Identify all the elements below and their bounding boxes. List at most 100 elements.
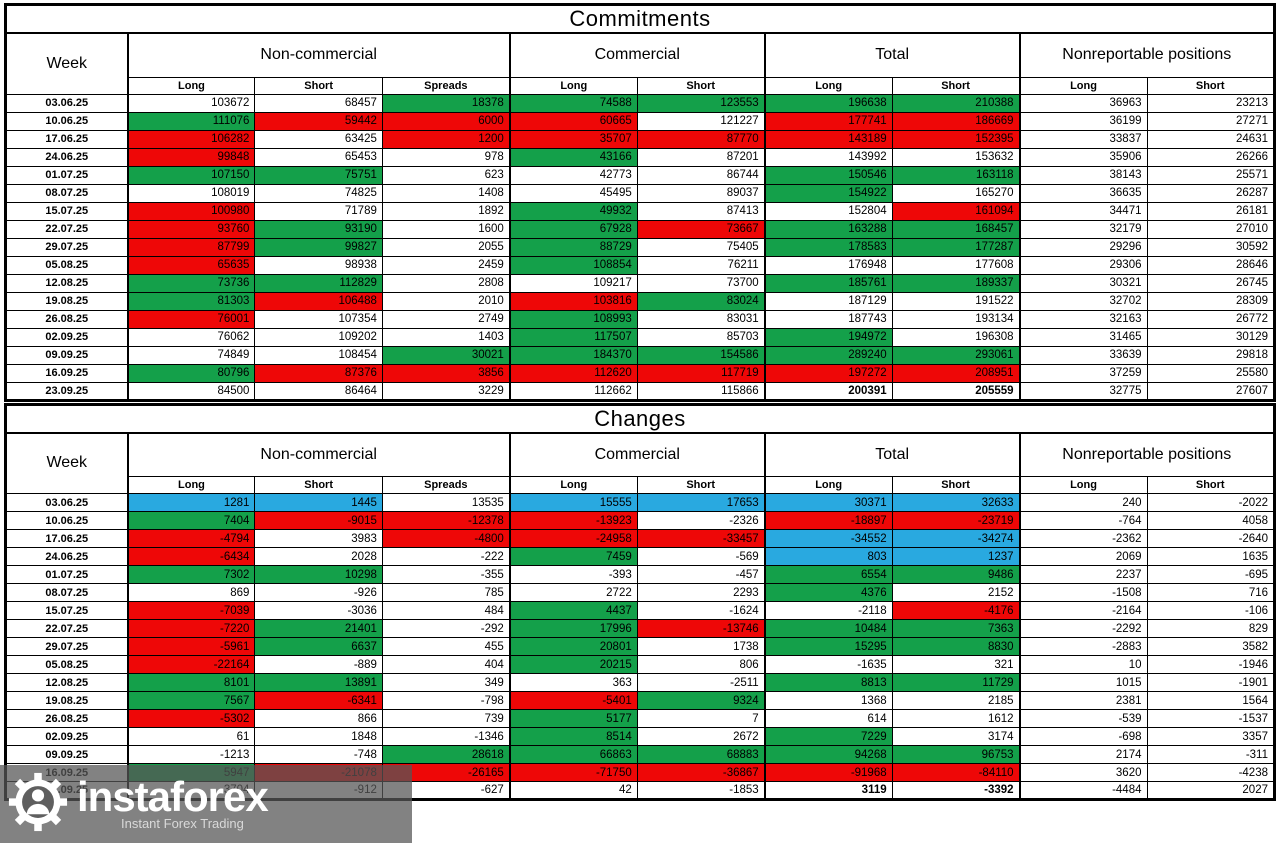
table-row: 12.08.25 8101 13891 349 363 -2511 8813 11729 101… xyxy=(5,673,1275,692)
sub-column-header: Long xyxy=(1019,76,1148,95)
value-cell: 1635 xyxy=(1146,547,1275,566)
value-cell: 73736 xyxy=(126,273,256,293)
value-cell: 29818 xyxy=(1146,345,1275,365)
value-cell: -4800 xyxy=(381,529,511,548)
value-cell: 34471 xyxy=(1019,201,1148,221)
value-cell: 17996 xyxy=(509,619,638,638)
value-cell: 73667 xyxy=(636,219,766,239)
week-cell: 26.08.25 xyxy=(5,709,129,728)
week-cell: 12.08.25 xyxy=(5,273,129,293)
week-cell: 22.07.25 xyxy=(5,219,129,239)
value-cell: 33837 xyxy=(1019,129,1148,149)
column-group-header: Total xyxy=(764,32,1021,78)
value-cell: 38143 xyxy=(1019,165,1148,185)
week-cell: 09.09.25 xyxy=(5,345,129,365)
value-cell: 2672 xyxy=(636,727,766,746)
instaforex-gear-icon xyxy=(8,772,68,837)
value-cell: -1946 xyxy=(1146,655,1275,674)
value-cell: 205559 xyxy=(891,381,1021,401)
value-cell: 60665 xyxy=(509,111,638,131)
value-cell: 1445 xyxy=(254,493,383,512)
table-row: 01.07.25 7302 10298 -355 -393 -457 6554 9486 223… xyxy=(5,565,1275,584)
value-cell: 1200 xyxy=(381,129,511,149)
value-cell: 117719 xyxy=(636,363,766,383)
value-cell: 65635 xyxy=(126,255,256,275)
value-cell: 26287 xyxy=(1146,183,1275,203)
week-cell: 05.08.25 xyxy=(5,255,129,275)
value-cell: -393 xyxy=(509,565,638,584)
value-cell: 150546 xyxy=(764,165,893,185)
value-cell: 9324 xyxy=(636,691,766,710)
value-cell: 3582 xyxy=(1146,637,1275,656)
value-cell: 108854 xyxy=(509,255,638,275)
table-row: 19.08.25 81303 106488 2010 103816 83024 187129… xyxy=(5,291,1275,311)
value-cell: -22164 xyxy=(126,655,256,674)
value-cell: 187129 xyxy=(764,291,893,311)
value-cell: -7039 xyxy=(126,601,256,620)
column-group-header: Commercial xyxy=(509,32,766,78)
value-cell: 176948 xyxy=(764,255,893,275)
value-cell: -1213 xyxy=(126,745,256,764)
sub-column-header: Long xyxy=(764,476,893,494)
table-row: 24.06.25 -6434 2028 -222 7459 -569 803 1237 2069… xyxy=(5,547,1275,566)
sub-column-header: Short xyxy=(1146,476,1275,494)
table-row: 26.08.25 -5302 866 739 5177 7 614 1612 -539 -1537 xyxy=(5,709,1275,728)
table-row: 10.06.25 7404 -9015 -12378 -13923 -2326 -18897… xyxy=(5,511,1275,530)
value-cell: 869 xyxy=(126,583,256,602)
week-cell: 02.09.25 xyxy=(5,727,129,746)
value-cell: -23719 xyxy=(891,511,1021,530)
week-cell: 16.09.25 xyxy=(5,363,129,383)
value-cell: 196308 xyxy=(891,327,1021,347)
value-cell: -748 xyxy=(254,745,383,764)
sub-column-header: Short xyxy=(636,76,766,95)
sub-column-header: Spreads xyxy=(381,476,511,494)
value-cell: -1537 xyxy=(1146,709,1275,728)
value-cell: 108454 xyxy=(254,345,383,365)
value-cell: 2010 xyxy=(381,291,511,311)
value-cell: 96753 xyxy=(891,745,1021,764)
value-cell: 67928 xyxy=(509,219,638,239)
value-cell: 32163 xyxy=(1019,309,1148,329)
value-cell: 2749 xyxy=(381,309,511,329)
value-cell: 7404 xyxy=(126,511,256,530)
value-cell: 71789 xyxy=(254,201,383,221)
week-cell: 26.08.25 xyxy=(5,309,129,329)
value-cell: 2027 xyxy=(1146,781,1275,800)
table-row: 15.07.25 -7039 -3036 484 4437 -1624 -2118 -4176… xyxy=(5,601,1275,620)
value-cell: 1403 xyxy=(381,327,511,347)
value-cell: 3174 xyxy=(891,727,1021,746)
table-row: 23.09.25 84500 86464 3229 112662 115866 200391… xyxy=(5,381,1275,401)
table-row: 08.07.25 869 -926 785 2722 2293 4376 2152 -1508 7… xyxy=(5,583,1275,602)
value-cell: -6434 xyxy=(126,547,256,566)
value-cell: 49932 xyxy=(509,201,638,221)
value-cell: 107150 xyxy=(126,165,256,185)
value-cell: 32775 xyxy=(1019,381,1148,401)
value-cell: -2118 xyxy=(764,601,893,620)
sub-column-header: Long xyxy=(764,76,893,95)
week-cell: 22.07.25 xyxy=(5,619,129,638)
value-cell: -1624 xyxy=(636,601,766,620)
value-cell: 178583 xyxy=(764,237,893,257)
value-cell: 177608 xyxy=(891,255,1021,275)
value-cell: 7 xyxy=(636,709,766,728)
value-cell: 349 xyxy=(381,673,511,692)
sub-column-header: Long xyxy=(509,76,638,95)
week-cell: 08.07.25 xyxy=(5,183,129,203)
value-cell: 103816 xyxy=(509,291,638,311)
table-row: 10.06.25 111076 59442 6000 60665 121227 177741… xyxy=(5,111,1275,131)
value-cell: 99827 xyxy=(254,237,383,257)
week-cell: 29.07.25 xyxy=(5,637,129,656)
table-row: 29.07.25 87799 99827 2055 88729 75405 178583 17… xyxy=(5,237,1275,257)
value-cell: 107354 xyxy=(254,309,383,329)
week-cell: 15.07.25 xyxy=(5,201,129,221)
value-cell: 75751 xyxy=(254,165,383,185)
value-cell: 154922 xyxy=(764,183,893,203)
value-cell: 6637 xyxy=(254,637,383,656)
value-cell: 9486 xyxy=(891,565,1021,584)
value-cell: 4376 xyxy=(764,583,893,602)
value-cell: 25580 xyxy=(1146,363,1275,383)
value-cell: 165270 xyxy=(891,183,1021,203)
table-row: 19.08.25 7567 -6341 -798 -5401 9324 1368 2185 23… xyxy=(5,691,1275,710)
value-cell: 42773 xyxy=(509,165,638,185)
value-cell: 1015 xyxy=(1019,673,1148,692)
